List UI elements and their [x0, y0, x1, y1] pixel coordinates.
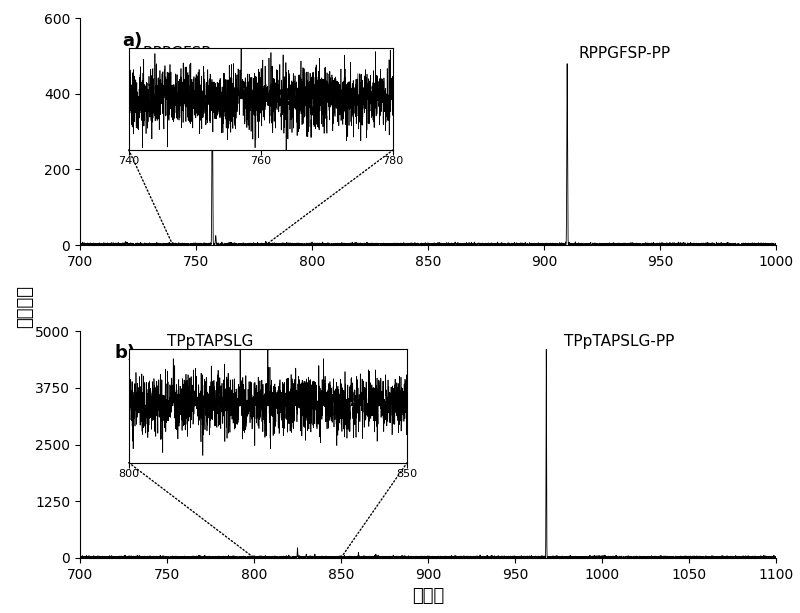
- Text: 绝对强度: 绝对强度: [16, 285, 34, 328]
- X-axis label: 质荷比: 质荷比: [412, 587, 444, 605]
- Text: TPpTAPSLG: TPpTAPSLG: [167, 333, 254, 349]
- Text: TPpTAPSLG-PP: TPpTAPSLG-PP: [564, 333, 674, 349]
- Text: b): b): [114, 345, 136, 362]
- Text: RPPGFSP: RPPGFSP: [142, 46, 211, 61]
- Text: a): a): [122, 32, 142, 50]
- Text: RPPGFSP-PP: RPPGFSP-PP: [579, 46, 671, 61]
